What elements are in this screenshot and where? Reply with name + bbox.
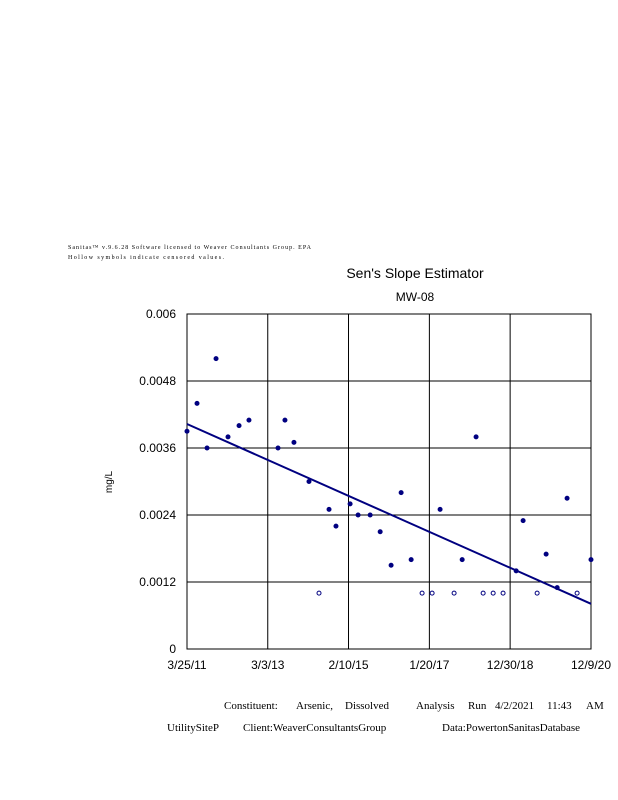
y-tick-label: 0.0024 (139, 508, 176, 522)
data-point (367, 512, 373, 518)
censored-point (490, 590, 496, 596)
footer-text: AM (586, 700, 604, 712)
data-point (225, 434, 231, 440)
y-tick-label: 0 (169, 642, 176, 656)
x-tick-label: 3/25/11 (167, 658, 206, 672)
data-point (588, 557, 594, 563)
censored-point (451, 590, 457, 596)
x-tick-label: 2/10/15 (328, 658, 368, 672)
data-point (326, 506, 332, 512)
censored-point (534, 590, 540, 596)
footer-text: Data:PowertonSanitasDatabase (442, 722, 580, 734)
data-point (333, 523, 339, 529)
footer-text: Dissolved (345, 700, 390, 712)
censored-point (480, 590, 486, 596)
trend-line (186, 423, 592, 605)
footer-text: 11:43 (547, 700, 572, 712)
header-line: Sanitas™ v.9.6.28 Software licensed to W… (68, 244, 312, 251)
data-point (282, 417, 288, 423)
data-point (473, 434, 479, 440)
y-tick-label: 0.0036 (139, 441, 176, 455)
x-tick-label: 12/9/20 (571, 658, 611, 672)
data-point (236, 423, 242, 429)
data-point (398, 490, 404, 496)
data-point (246, 417, 252, 423)
footer-text: 4/2/2021 (495, 700, 534, 712)
footer-text: Run (468, 700, 487, 712)
chart-title: Sen's Slope Estimator (346, 265, 484, 281)
censored-point (419, 590, 425, 596)
data-point (347, 501, 353, 507)
y-tick-label: 0.0012 (139, 575, 176, 589)
censored-point (574, 590, 580, 596)
data-point (184, 428, 190, 434)
chart-subtitle: MW-08 (396, 290, 435, 304)
data-point (459, 557, 465, 563)
x-tick-label: 1/20/17 (409, 658, 449, 672)
data-point (408, 557, 414, 563)
censored-point (429, 590, 435, 596)
data-point (513, 568, 519, 574)
data-point (194, 400, 200, 406)
censored-point (316, 590, 322, 596)
data-point (520, 518, 526, 524)
data-point (291, 439, 297, 445)
data-point (306, 479, 312, 484)
data-point (554, 585, 560, 591)
header-line: Hollow symbols indicate censored values. (68, 255, 225, 261)
data-point (213, 356, 219, 362)
data-point (437, 506, 443, 512)
x-tick-label: 3/3/13 (251, 658, 285, 672)
footer-text: Client:WeaverConsultantsGroup (243, 722, 387, 734)
data-point (377, 529, 383, 535)
y-tick-label: 0.006 (146, 307, 176, 321)
data-point (275, 445, 281, 451)
x-tick-label: 12/30/18 (487, 658, 534, 672)
footer-text: UtilitySiteP (167, 722, 219, 734)
footer-text: Analysis (416, 700, 455, 712)
data-point (543, 551, 549, 557)
data-point (204, 445, 210, 451)
data-point (564, 495, 570, 501)
plot-border (186, 313, 592, 650)
data-point (388, 562, 394, 568)
y-tick-label: 0.0048 (139, 374, 176, 388)
footer-text: Constituent: (224, 700, 278, 712)
data-point (355, 512, 361, 518)
censored-point (500, 590, 506, 596)
footer-text: Arsenic, (296, 700, 333, 712)
y-axis-label: mg/L (104, 470, 115, 493)
